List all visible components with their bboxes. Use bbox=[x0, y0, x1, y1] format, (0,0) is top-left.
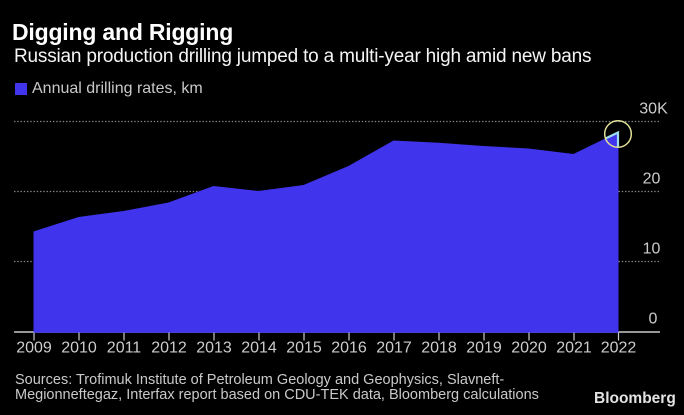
svg-text:2022: 2022 bbox=[601, 340, 637, 357]
svg-text:2014: 2014 bbox=[241, 340, 277, 357]
svg-text:30K: 30K bbox=[639, 101, 668, 118]
svg-text:2015: 2015 bbox=[286, 340, 322, 357]
svg-text:2010: 2010 bbox=[61, 340, 97, 357]
svg-text:2011: 2011 bbox=[107, 340, 142, 357]
svg-text:2017: 2017 bbox=[376, 340, 412, 357]
svg-text:2009: 2009 bbox=[16, 340, 52, 357]
svg-text:2020: 2020 bbox=[511, 340, 547, 357]
svg-text:2018: 2018 bbox=[421, 340, 457, 357]
svg-text:0: 0 bbox=[649, 311, 658, 328]
svg-text:2019: 2019 bbox=[466, 340, 502, 357]
svg-text:2016: 2016 bbox=[331, 340, 367, 357]
svg-text:2021: 2021 bbox=[556, 340, 592, 357]
svg-text:2012: 2012 bbox=[151, 340, 187, 357]
svg-text:2013: 2013 bbox=[196, 340, 232, 357]
svg-text:20: 20 bbox=[643, 171, 661, 188]
svg-text:10: 10 bbox=[643, 241, 661, 258]
